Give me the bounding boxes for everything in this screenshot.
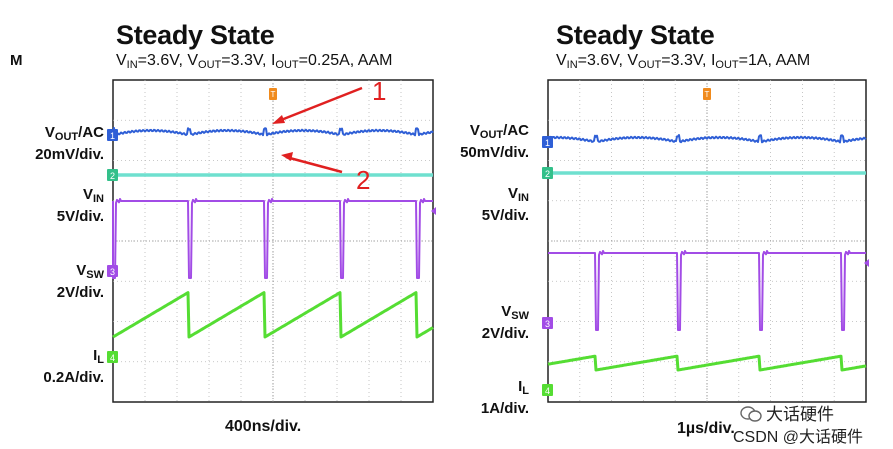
left-trace-ch4 <box>112 291 434 339</box>
left-chart-title: Steady State <box>116 20 275 50</box>
left-channel-marker-4: 4 <box>107 351 118 363</box>
left-trigger-marker-text: T <box>271 90 276 99</box>
left-vin-label: VIN 5V/div. <box>56 186 104 225</box>
right-trace-ch4 <box>547 354 867 372</box>
left-channel-marker-box <box>107 169 118 181</box>
right-timebase-label: 1µs/div. <box>677 420 735 437</box>
right-channel-marker-4: 4 <box>542 384 553 396</box>
right-channel-marker-box <box>542 167 553 179</box>
annotation-label-1: 1 <box>372 76 386 106</box>
left-channel-marker-text: 4 <box>110 353 115 363</box>
right-trace-ch3 <box>548 250 866 331</box>
annotation-label-2: 2 <box>356 165 370 195</box>
right-channel-marker-box <box>542 384 553 396</box>
right-vsw-label: VSW 2V/div. <box>481 303 529 342</box>
annotation-arrowhead-1 <box>272 115 285 124</box>
left-channel-marker-1: 1 <box>107 129 118 141</box>
right-oscilloscope-plot: 1 2 3 4 T <box>542 79 869 403</box>
right-channel-marker-box <box>542 317 553 329</box>
right-channel-marker-text: 2 <box>545 169 550 179</box>
right-channel-marker-1: 1 <box>542 136 553 148</box>
left-channel-marker-3: 3 <box>107 265 118 277</box>
right-level-marker <box>864 259 869 267</box>
right-vout-label: VOUT/AC 50mV/div. <box>460 122 529 161</box>
right-trigger-marker-text: T <box>705 90 710 99</box>
mode-label: M <box>10 52 23 69</box>
left-channel-marker-text: 2 <box>110 171 115 181</box>
right-il-label: IL 1A/div. <box>480 378 529 417</box>
wechat-watermark: 大话硬件 <box>740 400 834 425</box>
annotation-arrowhead-2 <box>281 152 293 161</box>
right-vin-label: VIN 5V/div. <box>481 185 529 224</box>
left-oscilloscope-plot: 1 2 3 4 T 1 2 <box>107 76 436 403</box>
right-trigger-marker <box>703 88 711 100</box>
left-channel-marker-text: 1 <box>110 131 115 141</box>
left-level-marker <box>431 207 436 215</box>
wechat-icon <box>740 406 762 422</box>
left-trace-ch1 <box>112 127 434 137</box>
left-chart-conditions: VIN=3.6V, VOUT=3.3V, IOUT=0.25A, AAM <box>116 52 393 71</box>
right-chart-title: Steady State <box>556 20 715 50</box>
left-channel-marker-box <box>107 265 118 277</box>
left-channel-marker-2: 2 <box>107 169 118 181</box>
csdn-watermark: CSDN @大话硬件 <box>733 429 864 446</box>
left-il-label: IL 0.2A/div. <box>43 347 104 386</box>
right-chart-conditions: VIN=3.6V, VOUT=3.3V, IOUT=1A, AAM <box>556 52 811 71</box>
right-channel-marker-box <box>542 136 553 148</box>
right-trace-ch1 <box>547 134 867 144</box>
right-channel-marker-3: 3 <box>542 317 553 329</box>
left-trigger-marker <box>269 88 277 100</box>
annotation-arrow-2 <box>285 155 343 174</box>
left-channel-marker-box <box>107 351 118 363</box>
left-timebase-label: 400ns/div. <box>225 418 302 435</box>
left-vsw-label: VSW 2V/div. <box>56 262 104 301</box>
right-channel-marker-2: 2 <box>542 167 553 179</box>
left-vout-label: VOUT/AC 20mV/div. <box>35 124 104 163</box>
annotation-arrow-1 <box>275 86 363 124</box>
left-channel-marker-box <box>107 129 118 141</box>
right-channel-marker-text: 3 <box>545 319 550 329</box>
left-channel-marker-text: 3 <box>110 267 115 277</box>
right-channel-marker-text: 1 <box>545 138 550 148</box>
right-channel-marker-text: 4 <box>545 386 550 396</box>
left-trace-ch3 <box>112 198 433 279</box>
